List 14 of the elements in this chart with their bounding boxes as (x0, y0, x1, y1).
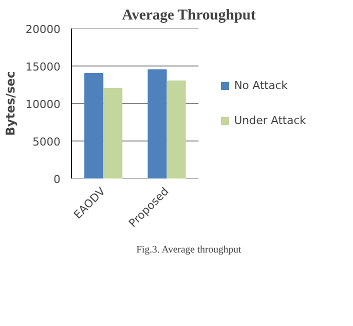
bar (84, 73, 104, 178)
legend-label: Under Attack (234, 114, 306, 127)
y-tick-label: 10000 (26, 98, 61, 111)
y-tick-label: 20000 (26, 23, 61, 36)
bar (103, 88, 122, 178)
chart-title: Average Throughput (122, 8, 256, 24)
y-tick-label: 5000 (32, 136, 61, 148)
y-axis-title: Bytes/sec (4, 71, 18, 136)
caption: Fig.3. Average throughput (136, 244, 242, 256)
y-tick-label: 15000 (26, 60, 61, 74)
legend-label: No Attack (234, 79, 288, 92)
bar (148, 69, 167, 178)
bar (166, 80, 186, 178)
y-tick-label: 0 (54, 173, 60, 186)
